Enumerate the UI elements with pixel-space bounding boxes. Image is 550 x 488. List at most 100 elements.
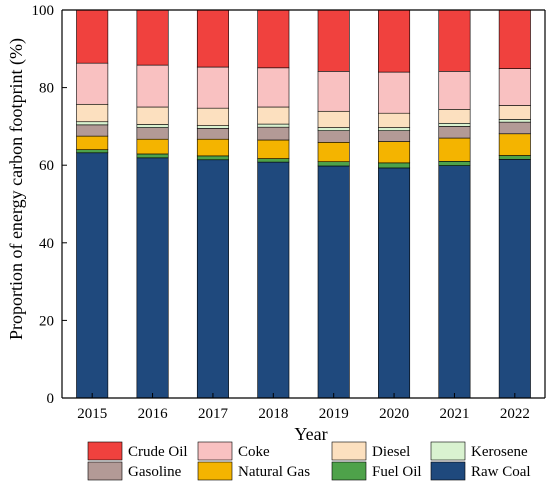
legend-swatch-coke [197, 441, 233, 461]
legend-swatch-crude-oil [87, 441, 123, 461]
y-ticks: 0 20 40 60 80 100 [32, 3, 67, 407]
legend-label-coke: Coke [238, 444, 270, 460]
bar-segment-natural-gas-2018 [257, 139, 290, 159]
legend-label-natural-gas: Natural Gas [238, 464, 310, 480]
x-axis-title: Year [294, 424, 327, 444]
legend-label-diesel: Diesel [372, 444, 410, 460]
bar-segment-raw-coal-2020 [378, 167, 411, 399]
bar-segment-kerosene-2017 [196, 125, 229, 129]
bar-segment-diesel-2017 [196, 107, 229, 126]
bar-segment-coke-2017 [196, 66, 229, 109]
bar-segment-coke-2019 [317, 71, 350, 112]
x-tick-label: 2019 [319, 406, 349, 422]
legend-swatch-diesel [331, 441, 367, 461]
bar-segment-kerosene-2018 [257, 123, 290, 128]
bar-segment-gasoline-2021 [438, 126, 471, 139]
bar-segment-coke-2016 [136, 64, 169, 108]
bar-segment-fuel-oil-2022 [498, 155, 531, 160]
bar-segment-crude-oil-2021 [438, 9, 471, 72]
bar-segment-natural-gas-2022 [498, 133, 531, 156]
bar-segment-fuel-oil-2018 [257, 158, 290, 163]
bar-segment-natural-gas-2017 [196, 138, 229, 157]
bar-segment-gasoline-2015 [76, 124, 109, 137]
bar-segment-gasoline-2022 [498, 121, 531, 135]
bar-segment-diesel-2019 [317, 110, 350, 128]
bar-segment-kerosene-2016 [136, 124, 169, 128]
x-tick-label: 2016 [138, 406, 169, 422]
bar-segment-natural-gas-2015 [76, 135, 109, 150]
x-tick-label: 2022 [500, 406, 530, 422]
x-tick-label: 2021 [439, 406, 469, 422]
legend: Crude Oil Coke Diesel Kerosene Gasoline Natur… [87, 441, 531, 481]
legend-label-fuel-oil: Fuel Oil [372, 464, 422, 480]
bar-segment-crude-oil-2019 [317, 9, 350, 72]
bar-segment-kerosene-2020 [378, 127, 411, 131]
bar-segment-raw-coal-2017 [196, 159, 229, 399]
x-tick-label: 2015 [77, 406, 107, 422]
bar-segment-natural-gas-2019 [317, 142, 350, 163]
legend-label-gasoline: Gasoline [128, 464, 182, 480]
bar-segment-coke-2022 [498, 68, 531, 106]
x-tick-label: 2017 [198, 406, 229, 422]
legend-swatch-gasoline [87, 461, 123, 481]
bar-segment-crude-oil-2018 [257, 9, 290, 69]
legend-swatch-raw-coal [430, 461, 466, 481]
y-tick-label: 40 [39, 236, 54, 252]
bar-segment-kerosene-2021 [438, 122, 471, 127]
bar-segment-coke-2015 [76, 62, 109, 105]
bar-segment-crude-oil-2020 [378, 9, 411, 73]
bar-segment-fuel-oil-2019 [317, 161, 350, 167]
y-tick-label: 100 [32, 3, 55, 19]
bar-segment-gasoline-2019 [317, 130, 350, 143]
legend-label-crude-oil: Crude Oil [128, 444, 188, 460]
bar-segment-raw-coal-2019 [317, 165, 350, 399]
bar-segment-diesel-2016 [136, 106, 169, 125]
legend-label-raw-coal: Raw Coal [471, 464, 531, 480]
bars-layer [76, 9, 531, 399]
bar-segment-diesel-2021 [438, 109, 471, 124]
x-tick-label: 2020 [379, 406, 409, 422]
bar-segment-natural-gas-2020 [378, 141, 411, 164]
x-ticks: 2015 2016 2017 2018 2019 2020 2021 2022 [77, 393, 530, 422]
bar-segment-coke-2021 [438, 71, 471, 110]
legend-swatch-natural-gas [197, 461, 233, 481]
bar-segment-natural-gas-2021 [438, 137, 471, 162]
legend-swatch-fuel-oil [331, 461, 367, 481]
bar-segment-raw-coal-2021 [438, 165, 471, 399]
bar-segment-crude-oil-2015 [76, 9, 109, 64]
bar-segment-natural-gas-2016 [136, 138, 169, 155]
bar-segment-fuel-oil-2017 [196, 155, 229, 161]
axes-layer [61, 9, 546, 399]
bar-segment-diesel-2015 [76, 103, 109, 123]
bar-segment-gasoline-2017 [196, 128, 229, 140]
bar-segment-diesel-2022 [498, 105, 531, 120]
bar-segment-coke-2018 [257, 67, 290, 108]
bar-segment-coke-2020 [378, 71, 411, 114]
bar-segment-diesel-2020 [378, 112, 411, 128]
y-tick-label: 0 [47, 391, 55, 407]
y-tick-label: 80 [39, 81, 54, 97]
bar-segment-kerosene-2019 [317, 127, 350, 131]
bar-segment-crude-oil-2017 [196, 9, 229, 68]
bar-segment-raw-coal-2016 [136, 157, 169, 399]
legend-swatch-kerosene [430, 441, 466, 461]
y-tick-label: 20 [39, 313, 54, 329]
y-axis-title: Proportion of energy carbon footprint (%… [6, 38, 27, 340]
x-tick-label: 2018 [258, 406, 288, 422]
bar-segment-gasoline-2018 [257, 126, 290, 141]
legend-label-kerosene: Kerosene [471, 444, 528, 460]
bar-segment-fuel-oil-2020 [378, 162, 411, 169]
bar-segment-crude-oil-2022 [498, 9, 531, 69]
bar-segment-crude-oil-2016 [136, 9, 169, 66]
bar-segment-gasoline-2020 [378, 130, 411, 142]
bar-segment-raw-coal-2018 [257, 161, 290, 399]
y-tick-label: 60 [39, 158, 54, 174]
bar-segment-raw-coal-2015 [76, 152, 109, 399]
bar-segment-fuel-oil-2016 [136, 153, 169, 159]
bar-segment-diesel-2018 [257, 106, 290, 125]
bar-segment-fuel-oil-2021 [438, 161, 471, 166]
bar-segment-gasoline-2016 [136, 127, 169, 140]
bar-segment-fuel-oil-2015 [76, 149, 109, 154]
